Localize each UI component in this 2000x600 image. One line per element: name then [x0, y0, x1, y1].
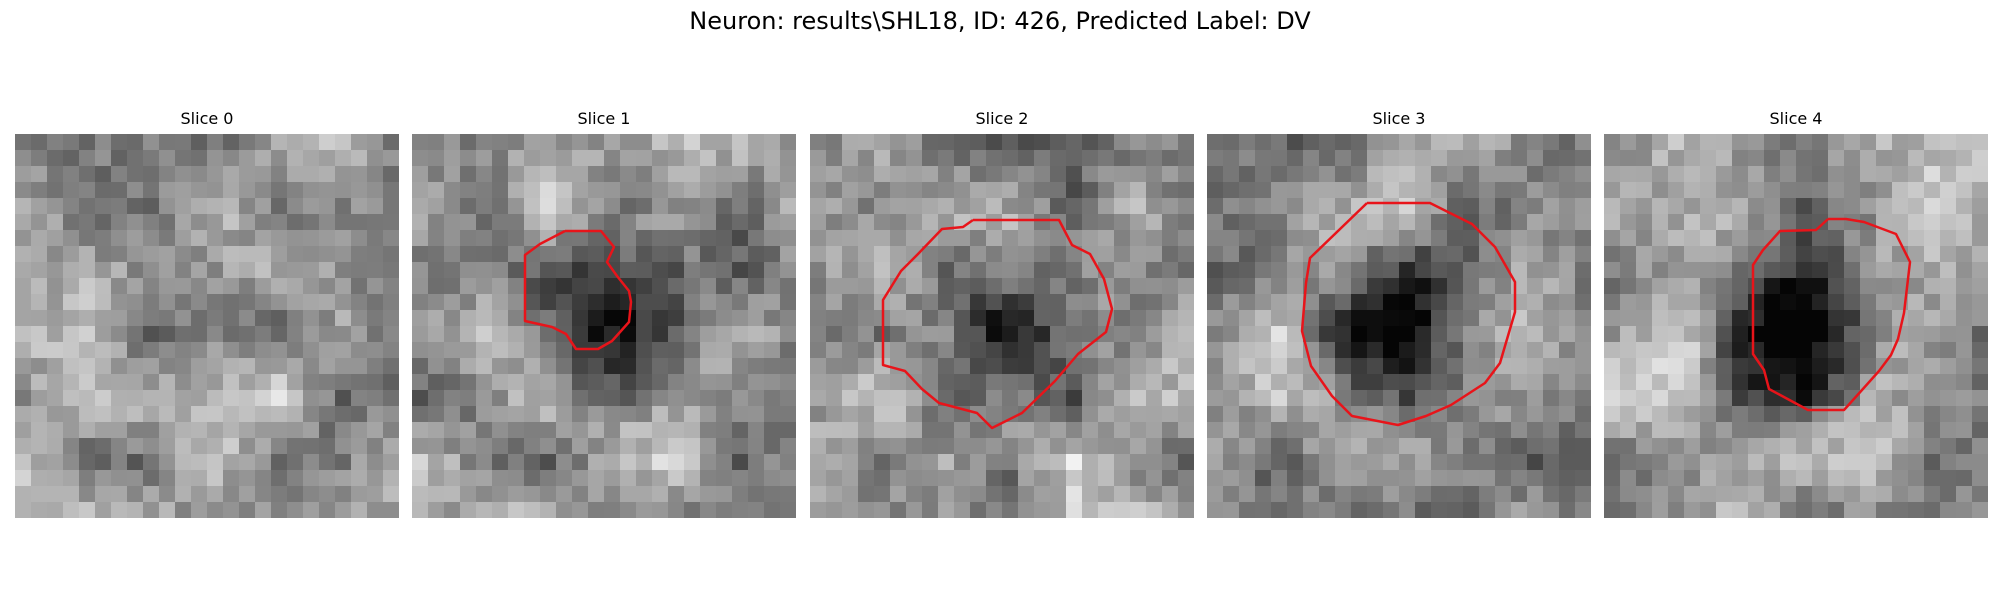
slice-image-svg: [810, 134, 1194, 518]
neuron-outline: [881, 218, 1114, 430]
slice-title: Slice 3: [1372, 109, 1426, 128]
slice-title: Slice 1: [577, 109, 631, 128]
slice-title: Slice 2: [975, 109, 1029, 128]
slice-image: [15, 134, 399, 518]
slice-panel-2: Slice 2: [810, 108, 1194, 520]
slice-panel-1: Slice 1: [412, 108, 796, 520]
slice-image: [412, 134, 796, 518]
slice-image: [810, 134, 1194, 518]
slice-image: [1207, 134, 1591, 518]
slice-image: [1604, 134, 1988, 518]
slice-image-svg: [15, 134, 399, 518]
slice-panel-3: Slice 3: [1207, 108, 1591, 520]
slice-image-svg: [1207, 134, 1591, 518]
neuron-outline: [523, 229, 633, 351]
slice-panel-4: Slice 4: [1604, 108, 1988, 520]
figure-title: Neuron: results\SHL18, ID: 426, Predicte…: [689, 7, 1311, 35]
neuron-outline: [1300, 201, 1517, 427]
slice-image-svg: [412, 134, 796, 518]
slice-panel-0: Slice 0: [15, 108, 399, 520]
slice-image-svg: [1604, 134, 1988, 518]
slice-title: Slice 4: [1769, 109, 1823, 128]
neuron-outline: [1751, 217, 1912, 412]
slice-title: Slice 0: [180, 109, 234, 128]
